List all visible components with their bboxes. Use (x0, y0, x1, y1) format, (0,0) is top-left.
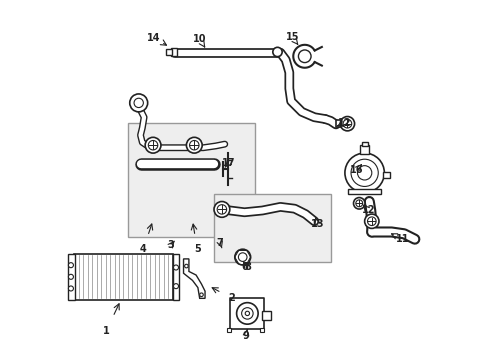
Circle shape (199, 293, 203, 297)
Circle shape (367, 217, 375, 226)
Circle shape (68, 286, 73, 291)
Bar (226, 328, 230, 332)
Circle shape (355, 200, 362, 207)
Circle shape (145, 137, 161, 153)
Circle shape (353, 198, 364, 209)
Bar (361, 142, 367, 146)
Bar (67, 253, 74, 300)
Circle shape (189, 140, 199, 150)
Text: 7: 7 (216, 238, 223, 248)
Circle shape (129, 94, 147, 112)
Circle shape (340, 117, 354, 131)
Text: 15: 15 (285, 32, 298, 42)
Polygon shape (183, 259, 204, 298)
Bar (335, 121, 346, 127)
Circle shape (272, 47, 282, 57)
Bar (262, 311, 271, 320)
Circle shape (186, 137, 202, 153)
Bar (360, 145, 368, 154)
Circle shape (217, 205, 226, 214)
Text: 10: 10 (193, 35, 206, 44)
Bar (166, 49, 171, 55)
Bar (230, 298, 264, 329)
Circle shape (344, 153, 384, 193)
Circle shape (68, 263, 73, 268)
Circle shape (236, 303, 258, 324)
Text: 2: 2 (228, 293, 235, 303)
Circle shape (238, 253, 246, 261)
Text: 17: 17 (222, 158, 235, 168)
Circle shape (234, 249, 250, 265)
Text: 8: 8 (244, 262, 250, 272)
Text: 9: 9 (242, 331, 249, 341)
Circle shape (173, 265, 178, 270)
Circle shape (134, 98, 143, 108)
Bar (214, 194, 330, 262)
Bar (74, 253, 172, 300)
Circle shape (364, 214, 378, 228)
Text: 1: 1 (103, 325, 110, 336)
Text: 3: 3 (167, 240, 174, 250)
Text: 4: 4 (140, 244, 146, 254)
Text: 12: 12 (361, 206, 374, 216)
Circle shape (184, 264, 188, 268)
Text: 16: 16 (349, 165, 363, 175)
Text: 11: 11 (395, 234, 408, 244)
Circle shape (148, 140, 158, 150)
Text: 13: 13 (310, 219, 324, 229)
Text: 5: 5 (193, 244, 200, 254)
Bar (171, 48, 177, 56)
Circle shape (173, 284, 178, 289)
Circle shape (68, 274, 73, 279)
Text: 14: 14 (147, 33, 161, 42)
Circle shape (298, 50, 310, 63)
Circle shape (343, 120, 351, 128)
Circle shape (357, 166, 371, 180)
Circle shape (214, 202, 229, 217)
Bar (260, 328, 264, 332)
Bar (172, 253, 179, 300)
Text: 6: 6 (241, 262, 247, 272)
Bar (348, 189, 380, 194)
Circle shape (350, 159, 378, 186)
Text: 12: 12 (337, 118, 350, 128)
Bar (383, 172, 389, 178)
Bar (128, 123, 255, 237)
Circle shape (244, 311, 249, 316)
Circle shape (241, 308, 253, 319)
